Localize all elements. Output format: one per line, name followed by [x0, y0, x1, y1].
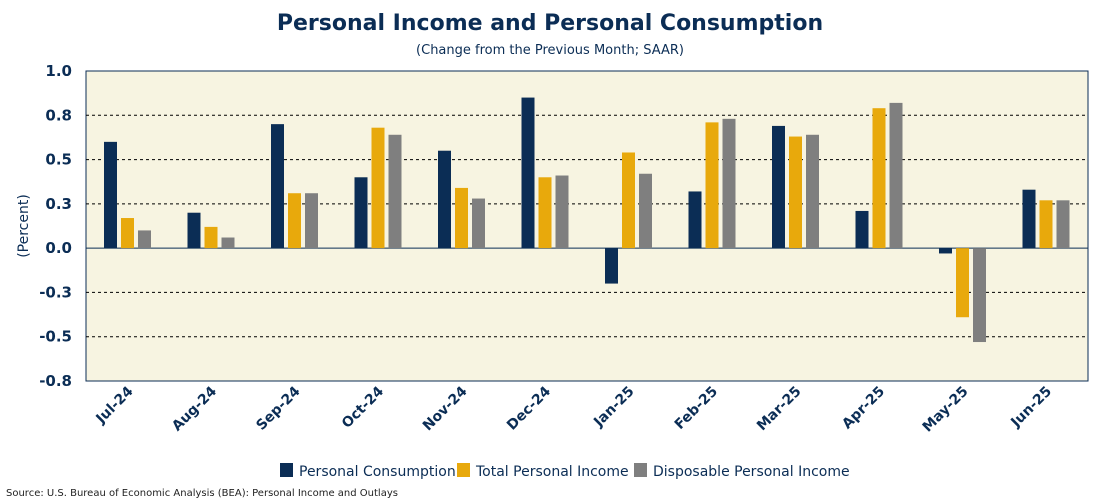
bar-personal-consumption — [104, 141, 117, 249]
y-tick-label: -0.3 — [39, 283, 72, 301]
x-tick-label: Nov-24 — [420, 383, 471, 434]
x-tick-label: Aug-24 — [169, 383, 220, 434]
bar-personal-consumption — [772, 125, 785, 249]
legend-swatch — [280, 463, 293, 477]
legend-label: Personal Consumption — [299, 464, 456, 480]
bar-disposable-personal-income — [305, 193, 318, 249]
chart-subtitle: (Change from the Previous Month; SAAR) — [416, 43, 684, 58]
bar-personal-consumption — [855, 210, 869, 249]
bar-personal-consumption — [605, 248, 618, 284]
y-tick-label: 0.5 — [45, 151, 72, 169]
y-tick-label: 0.3 — [45, 195, 72, 213]
bar-disposable-personal-income — [221, 237, 235, 249]
bar-total-personal-income — [872, 108, 886, 249]
y-tick-label: 0.8 — [45, 106, 72, 124]
x-tick-label: Jun-25 — [1007, 384, 1055, 432]
legend-swatch — [457, 463, 470, 477]
y-tick-label: 0.0 — [45, 239, 72, 257]
bar-disposable-personal-income — [138, 230, 151, 249]
bar-personal-consumption — [521, 97, 535, 249]
bar-disposable-personal-income — [472, 198, 485, 249]
legend-label: Total Personal Income — [475, 464, 629, 480]
bar-personal-consumption — [688, 191, 702, 249]
chart-title: Personal Income and Personal Consumption — [277, 11, 823, 36]
bar-disposable-personal-income — [973, 248, 986, 343]
y-tick-label: -0.5 — [39, 328, 72, 346]
bar-disposable-personal-income — [1056, 200, 1070, 249]
y-tick-label: -0.8 — [39, 372, 72, 390]
bar-personal-consumption — [939, 248, 952, 254]
bar-personal-consumption — [354, 177, 368, 249]
bar-total-personal-income — [789, 136, 802, 249]
bar-personal-consumption — [438, 150, 451, 249]
y-axis-label: (Percent) — [16, 194, 32, 258]
bar-total-personal-income — [956, 248, 969, 318]
bar-total-personal-income — [121, 218, 134, 249]
bar-disposable-personal-income — [555, 175, 569, 249]
x-tick-label: Feb-25 — [672, 384, 721, 433]
bar-total-personal-income — [455, 187, 468, 249]
y-tick-label: 1.0 — [45, 62, 72, 80]
x-tick-label: Mar-25 — [754, 384, 805, 435]
x-tick-label: Oct-24 — [339, 383, 387, 431]
x-tick-label: Sep-24 — [253, 383, 303, 433]
bar-personal-consumption — [271, 124, 284, 249]
bar-disposable-personal-income — [722, 118, 736, 249]
bar-total-personal-income — [1039, 200, 1053, 249]
source-note: Source: U.S. Bureau of Economic Analysis… — [6, 488, 398, 499]
bar-total-personal-income — [371, 127, 385, 249]
legend-swatch — [634, 463, 647, 477]
bar-disposable-personal-income — [388, 134, 402, 249]
x-tick-label: Jul-24 — [93, 383, 137, 427]
bar-total-personal-income — [705, 122, 719, 249]
bar-disposable-personal-income — [889, 102, 903, 249]
bar-disposable-personal-income — [806, 134, 819, 249]
bar-total-personal-income — [204, 226, 218, 249]
bar-total-personal-income — [538, 177, 552, 249]
bar-disposable-personal-income — [639, 173, 652, 249]
x-tick-label: Dec-24 — [504, 383, 554, 433]
bar-total-personal-income — [622, 152, 635, 249]
legend-label: Disposable Personal Income — [653, 464, 850, 480]
bar-total-personal-income — [288, 193, 301, 249]
x-tick-label: Jan-25 — [590, 384, 637, 431]
bar-personal-consumption — [1022, 189, 1036, 249]
bar-personal-consumption — [187, 212, 201, 249]
x-tick-label: Apr-25 — [839, 384, 888, 433]
x-tick-label: May-25 — [920, 384, 972, 436]
plot-area — [85, 70, 1089, 382]
